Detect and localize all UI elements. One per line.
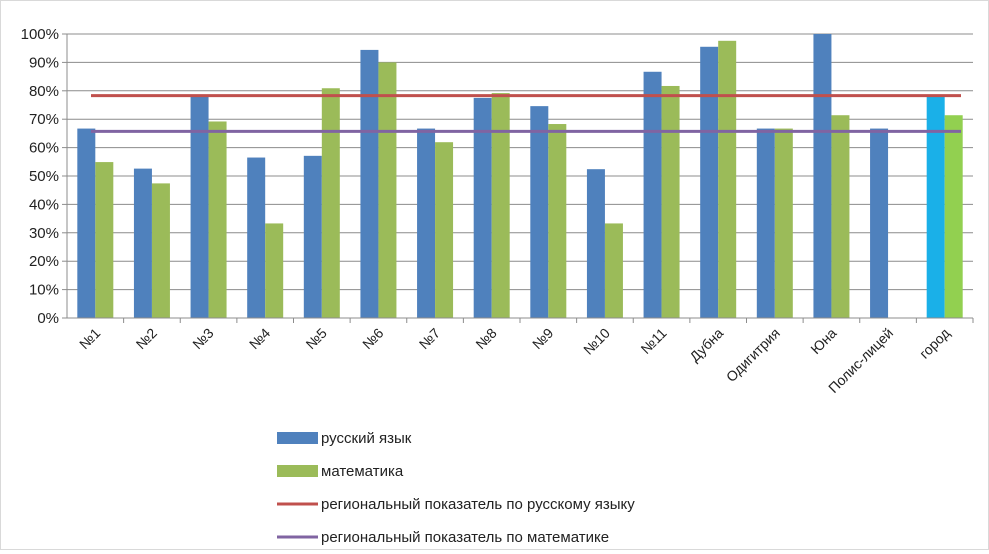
x-tick-label: №9: [529, 325, 557, 353]
y-tick-label: 100%: [21, 26, 59, 43]
bar-russian: [530, 106, 549, 318]
x-tick-label: №7: [416, 325, 444, 353]
x-tick-label: №4: [246, 325, 274, 353]
bar-russian: [247, 157, 266, 318]
y-tick-label: 40%: [29, 196, 59, 213]
bar-math: [718, 40, 737, 318]
x-tick-label: №11: [637, 325, 669, 357]
bars: [77, 34, 963, 319]
bar-math: [661, 85, 680, 318]
x-tick-label: №8: [472, 325, 500, 353]
legend-label: региональный показатель по математике: [321, 529, 609, 546]
bar-math: [774, 128, 793, 318]
bar-math: [491, 93, 510, 319]
bar-russian: [77, 128, 96, 318]
x-tick-label: №3: [189, 325, 217, 353]
bar-math: [151, 183, 170, 318]
y-tick-label: 30%: [29, 225, 59, 242]
x-tick-label: Одигитрия: [723, 325, 783, 385]
bar-russian: [190, 95, 209, 319]
bar-math: [604, 223, 623, 318]
bar-math: [944, 115, 963, 318]
x-tick-label: №1: [76, 325, 104, 353]
bar-russian: [303, 155, 322, 318]
bar-russian: [870, 128, 889, 318]
legend: русский язык математика региональный показ…: [277, 430, 635, 546]
bar-russian: [926, 96, 945, 318]
bar-math: [321, 88, 340, 318]
legend-label: русский язык: [321, 430, 412, 447]
bar-math: [831, 115, 850, 318]
x-tick-label: №10: [580, 325, 613, 358]
y-tick-label: 80%: [29, 83, 59, 100]
bar-math: [378, 62, 397, 319]
bar-math: [95, 162, 114, 318]
bar-math: [548, 124, 567, 318]
legend-swatch: [277, 432, 318, 444]
x-tick-label: город: [916, 325, 953, 362]
y-tick-label: 50%: [29, 168, 59, 185]
bar-russian: [133, 168, 152, 318]
bar-russian: [643, 71, 662, 318]
y-tick-label: 90%: [29, 54, 59, 71]
y-tick-label: 10%: [29, 282, 59, 299]
bar-russian: [417, 128, 436, 318]
bar-russian: [473, 97, 492, 319]
bar-math: [208, 121, 227, 318]
bar-russian: [360, 49, 379, 319]
bar-russian: [586, 169, 605, 318]
bar-math: [265, 223, 284, 318]
x-tick-label: №5: [302, 325, 330, 353]
x-tick-label: Дубна: [686, 325, 726, 365]
y-axis-ticks: 0% 10% 20% 30% 40% 50% 60% 70% 80% 90% 100%: [21, 26, 67, 327]
y-tick-label: 70%: [29, 111, 59, 128]
legend-label: региональный показатель по русскому язык…: [321, 496, 635, 513]
y-tick-label: 60%: [29, 140, 59, 157]
x-tick-label: Юна: [807, 325, 839, 357]
bar-russian: [813, 34, 832, 318]
y-tick-label: 0%: [37, 310, 59, 327]
y-tick-label: 20%: [29, 253, 59, 270]
x-tick-label: №6: [359, 325, 387, 353]
bar-russian: [756, 128, 775, 318]
legend-label: математика: [321, 463, 404, 480]
x-tick-label: №2: [133, 325, 161, 353]
bar-russian: [700, 46, 719, 318]
reference-lines: [91, 94, 961, 133]
legend-swatch: [277, 465, 318, 477]
bar-math: [435, 142, 454, 318]
